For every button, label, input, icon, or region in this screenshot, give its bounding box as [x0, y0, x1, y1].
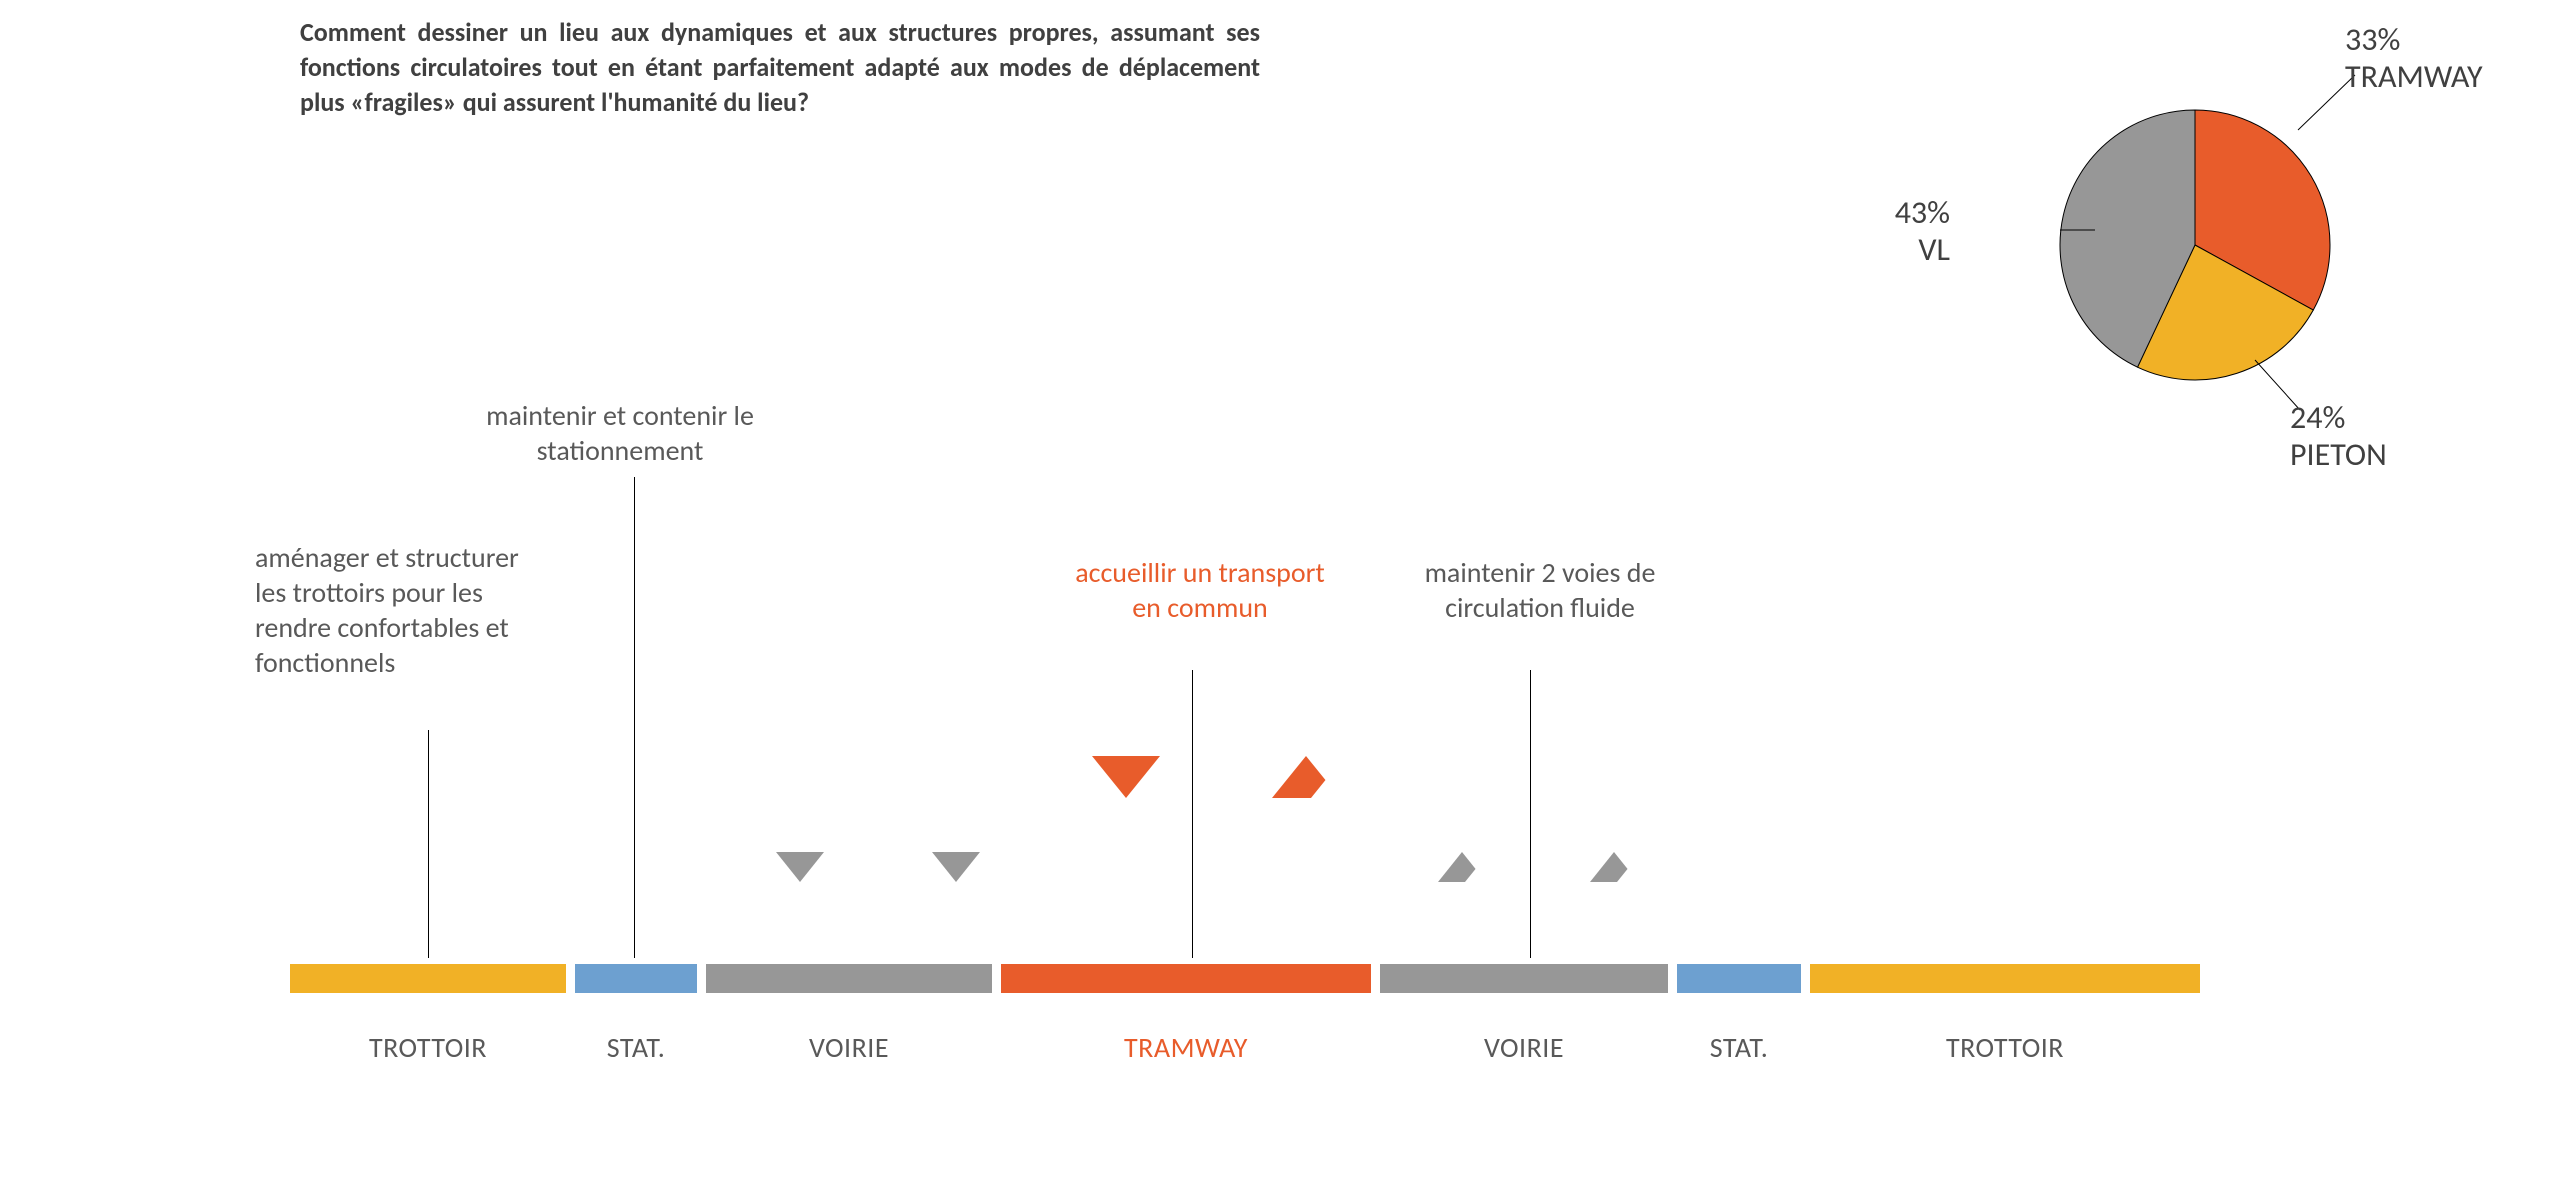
- segment-gap: [1371, 964, 1380, 993]
- pie-label-tramway: 33% TRAMWAY: [2345, 22, 2483, 96]
- segment-stat_l: [575, 964, 697, 993]
- segment-gap: [1801, 964, 1810, 993]
- pie-name-pieton: PIETON: [2290, 437, 2387, 474]
- segment-label-voirie_l: VOIRIE: [706, 1030, 992, 1065]
- segment-trottoir_l: [290, 964, 566, 993]
- pie-name-vl: VL: [1895, 232, 1950, 269]
- segment-label-stat_l: STAT.: [575, 1030, 697, 1065]
- tri-small-up-5: [1590, 852, 1638, 882]
- tri-small-down-2: [776, 852, 824, 882]
- tri-large-down-0: [1092, 756, 1160, 798]
- segment-gap: [566, 964, 575, 993]
- pie-chart: [0, 0, 2560, 600]
- diagram-canvas: Comment dessiner un lieu aux dynamiques …: [0, 0, 2560, 1190]
- leader-voirie: [1530, 670, 1531, 958]
- segment-gap: [992, 964, 1001, 993]
- leader-trottoir: [428, 730, 429, 958]
- pie-name-tramway: TRAMWAY: [2345, 59, 2483, 96]
- pie-pct-tramway: 33%: [2345, 22, 2483, 59]
- callout-voirie: maintenir 2 voies de circulation fluide: [1400, 555, 1680, 625]
- pie-label-pieton: 24% PIETON: [2290, 400, 2387, 474]
- segment-gap: [1668, 964, 1677, 993]
- segment-trottoir_r: [1810, 964, 2200, 993]
- segment-label-trottoir_r: TROTTOIR: [1810, 1030, 2200, 1065]
- segment-voirie_l: [706, 964, 992, 993]
- segment-label-tramway: TRAMWAY: [1001, 1030, 1371, 1065]
- leader-tramway: [1192, 670, 1193, 958]
- segment-stat_r: [1677, 964, 1801, 993]
- callout-trottoir: aménager et structurer les trottoirs pou…: [255, 540, 535, 680]
- segment-voirie_r: [1380, 964, 1668, 993]
- pie-pct-pieton: 24%: [2290, 400, 2387, 437]
- street-section-bar: [290, 964, 2200, 993]
- callout-stationnement: maintenir et contenir le stationnement: [440, 398, 800, 468]
- callout-tramway: accueillir un transport en commun: [1075, 555, 1325, 625]
- tri-small-up-4: [1438, 852, 1486, 882]
- segment-gap: [697, 964, 706, 993]
- segment-label-voirie_r: VOIRIE: [1380, 1030, 1668, 1065]
- leader-stationnement: [634, 477, 635, 958]
- tri-large-up-1: [1272, 756, 1340, 798]
- pie-label-vl: 43% VL: [1895, 195, 1950, 269]
- pie-pct-vl: 43%: [1895, 195, 1950, 232]
- tri-small-down-3: [932, 852, 980, 882]
- segment-tramway: [1001, 964, 1371, 993]
- segment-label-trottoir_l: TROTTOIR: [290, 1030, 566, 1065]
- segment-label-stat_r: STAT.: [1677, 1030, 1801, 1065]
